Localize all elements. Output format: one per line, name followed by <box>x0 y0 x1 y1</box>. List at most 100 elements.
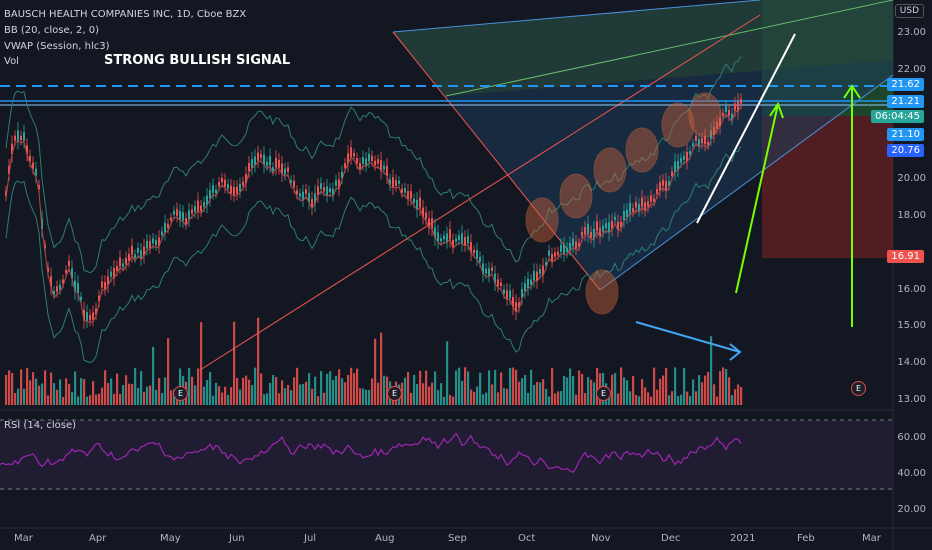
volume-bar <box>29 380 32 405</box>
currency-label[interactable]: USD <box>894 4 924 18</box>
volume-bar <box>149 385 152 405</box>
candle-body <box>458 235 460 241</box>
volume-bar <box>635 395 638 405</box>
price-tick: 14.00 <box>897 357 926 368</box>
candle-body <box>530 279 532 285</box>
candle-body <box>668 181 670 186</box>
candle-body <box>722 112 724 117</box>
volume-bar <box>323 392 326 405</box>
earnings-badge[interactable]: E <box>596 386 611 401</box>
price-tag-close: 21.10 <box>887 128 924 141</box>
volume-bar <box>419 370 422 405</box>
candle-body <box>575 241 577 249</box>
volume-bar <box>680 394 683 405</box>
volume-bar <box>524 375 527 405</box>
candle-body <box>23 132 25 141</box>
volume-bar <box>509 368 512 405</box>
volume-bar <box>95 394 98 405</box>
volume-bar <box>425 370 428 405</box>
volume-bar <box>155 389 158 405</box>
volume-bar <box>59 379 62 405</box>
candle-body <box>281 163 283 174</box>
candle-body <box>50 276 52 288</box>
volume-bar <box>716 396 719 405</box>
volume-bar <box>551 367 554 405</box>
candle-body <box>563 244 565 254</box>
volume-bar <box>503 388 506 405</box>
volume-bar <box>617 393 620 405</box>
candle-body <box>242 181 244 186</box>
candle-body <box>533 270 535 280</box>
arrow-head <box>843 84 861 99</box>
volume-bar <box>101 387 104 405</box>
candle-body <box>86 312 88 321</box>
price-tick: 22.00 <box>897 64 926 75</box>
candle-body <box>269 156 271 166</box>
volume-bar <box>500 372 503 405</box>
candle-body <box>647 201 649 207</box>
candle-body <box>740 98 742 104</box>
volume-bar <box>218 386 221 405</box>
volume-bar <box>143 391 146 405</box>
candle-body <box>644 202 646 210</box>
candle-body <box>353 153 355 157</box>
volume-bar <box>554 393 557 405</box>
volume-bar <box>542 379 545 405</box>
volume-bar <box>701 382 704 405</box>
candle-body <box>275 157 277 168</box>
earnings-badge[interactable]: E <box>851 381 866 396</box>
fork-line <box>392 0 761 33</box>
candle-body <box>164 222 166 233</box>
candle-body <box>239 184 241 192</box>
earnings-badge[interactable]: E <box>387 386 402 401</box>
volume-bar <box>302 384 305 405</box>
volume-bar <box>368 389 371 405</box>
candle-body <box>17 130 19 142</box>
volume-bar <box>638 396 641 405</box>
candle-body <box>590 231 592 238</box>
candle-body <box>236 186 238 194</box>
volume-bar <box>212 395 215 405</box>
volume-bar <box>428 386 431 405</box>
volume-bar <box>464 367 467 405</box>
candle-body <box>395 180 397 186</box>
volume-bar <box>272 375 275 405</box>
candle-body <box>230 185 232 194</box>
volume-bar <box>362 388 365 405</box>
candle-body <box>452 240 454 248</box>
candle-body <box>71 268 73 279</box>
x-tick: Mar <box>862 533 881 544</box>
volume-bar <box>431 382 434 405</box>
volume-bar <box>707 371 710 405</box>
volume-bar <box>644 387 647 405</box>
volume-bar <box>326 373 329 405</box>
volume-bar <box>722 367 725 405</box>
volume-bar <box>191 376 194 405</box>
volume-bar <box>365 389 368 405</box>
candle-body <box>203 201 205 207</box>
highlight-circle <box>585 269 619 315</box>
candle-body <box>113 268 115 278</box>
volume-bar <box>113 393 116 405</box>
volume-bar <box>344 382 347 405</box>
candle-body <box>74 280 76 292</box>
candle-body <box>296 190 298 195</box>
candle-body <box>308 193 310 203</box>
candle-body <box>671 171 673 176</box>
volume-bar <box>536 381 539 405</box>
candle-body <box>494 273 496 284</box>
volume-bar <box>728 377 731 405</box>
candle-body <box>188 210 190 220</box>
candle-body <box>149 241 151 248</box>
candle-body <box>476 250 478 259</box>
candle-body <box>716 121 718 129</box>
candle-body <box>329 188 331 193</box>
earnings-badge[interactable]: E <box>173 386 188 401</box>
candle-body <box>137 247 139 253</box>
candle-body <box>152 238 154 244</box>
candle-body <box>728 110 730 116</box>
candle-body <box>200 205 202 212</box>
volume-bar <box>251 385 254 405</box>
candle-body <box>620 221 622 227</box>
